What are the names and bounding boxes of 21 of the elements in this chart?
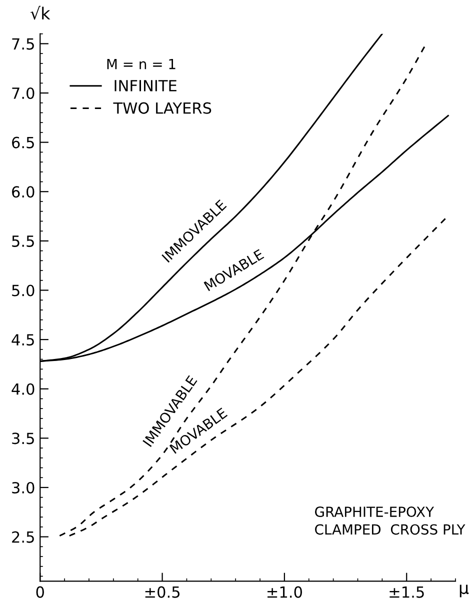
y-tick-label: 7.5 xyxy=(12,38,34,50)
y-tick-label: 2.5 xyxy=(12,531,34,543)
y-tick-label: 5.5 xyxy=(12,236,34,247)
y-tick-label: 6.5 xyxy=(12,136,34,148)
y-tick-label: 4.0 xyxy=(12,383,34,395)
y-tick-label: 3.5 xyxy=(12,432,34,444)
y-tick-label: 6.0 xyxy=(12,186,34,198)
x-axis-title: μ xyxy=(460,584,469,598)
x-tick-label: ±1.0 xyxy=(268,586,302,598)
legend-title: M = n = 1 xyxy=(107,58,176,70)
legend-label: TWO LAYERS xyxy=(113,102,212,114)
legend-label: INFINITE xyxy=(114,80,176,92)
y-axis-title: √k xyxy=(30,6,50,20)
annotation: GRAPHITE-EPOXY CLAMPED CROSS PLY xyxy=(315,506,466,535)
y-tick-label: 5.0 xyxy=(12,284,34,296)
x-tick-label: 0 xyxy=(36,586,44,598)
x-tick-label: ±0.5 xyxy=(145,586,180,598)
x-tick-label: ±1.5 xyxy=(390,586,424,598)
y-tick-label: 4.5 xyxy=(12,334,34,346)
y-tick-label: 3.0 xyxy=(12,482,34,494)
y-tick-label: 7.0 xyxy=(12,87,34,100)
